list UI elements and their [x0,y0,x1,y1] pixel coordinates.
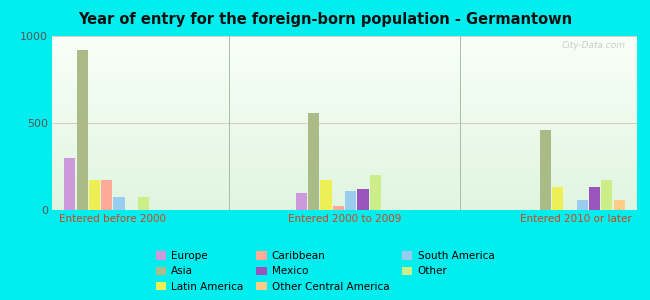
Text: Year of entry for the foreign-born population - Germantown: Year of entry for the foreign-born popul… [78,12,572,27]
Bar [577,200,588,210]
Text: City-Data.com: City-Data.com [562,41,625,50]
Bar [589,188,600,210]
Bar [101,179,112,210]
Bar [320,179,332,210]
Bar [308,112,319,210]
Bar [358,189,369,210]
Bar [114,197,125,210]
Bar [345,191,356,210]
Bar [138,197,149,210]
Bar [77,50,88,210]
Bar [540,130,551,210]
Bar [370,175,381,210]
Bar [296,193,307,210]
Bar [64,158,75,210]
Bar [89,179,100,210]
Bar [333,206,344,210]
Bar [601,179,612,210]
Legend: Europe, Asia, Latin America, Caribbean, Mexico, Other Central America, South Ame: Europe, Asia, Latin America, Caribbean, … [153,248,497,295]
Bar [552,188,564,210]
Bar [614,200,625,210]
